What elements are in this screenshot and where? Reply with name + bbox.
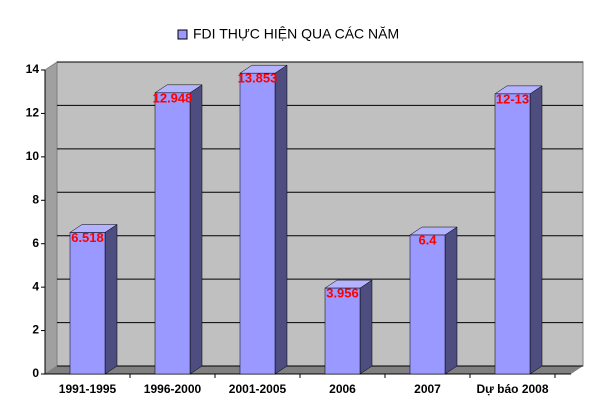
data-label: 6.4 bbox=[418, 232, 437, 247]
x-tick-label: 2001-2005 bbox=[229, 382, 287, 396]
x-tick-label: 1996-2000 bbox=[144, 382, 202, 396]
x-tick-label: 1991-1995 bbox=[59, 382, 117, 396]
bar bbox=[494, 93, 531, 375]
bar-side bbox=[274, 64, 288, 375]
y-tick-label: 10 bbox=[26, 149, 40, 163]
bar-side bbox=[359, 279, 373, 375]
bar bbox=[409, 234, 446, 375]
bar bbox=[154, 92, 191, 375]
y-tick-label: 0 bbox=[32, 366, 39, 380]
y-tick-label: 6 bbox=[32, 236, 39, 250]
x-tick-label: 2006 bbox=[329, 382, 356, 396]
side-wall bbox=[44, 61, 58, 375]
data-label: 3.956 bbox=[326, 286, 359, 301]
bar-side bbox=[529, 85, 543, 375]
data-label: 12-13 bbox=[496, 91, 529, 106]
y-tick-label: 2 bbox=[32, 323, 39, 337]
bar bbox=[69, 232, 106, 375]
y-tick-label: 8 bbox=[32, 192, 39, 206]
data-label: 12.948 bbox=[153, 90, 193, 105]
legend-swatch bbox=[177, 29, 188, 40]
bar bbox=[239, 72, 276, 375]
data-label: 13.853 bbox=[238, 71, 278, 86]
x-tick-label: 2007 bbox=[414, 382, 441, 396]
legend-label: FDI THỰC HIỆN QUA CÁC NĂM bbox=[193, 26, 399, 42]
x-tick-label: Dự báo 2008 bbox=[476, 382, 548, 396]
y-tick-label: 12 bbox=[26, 106, 40, 120]
bar-side bbox=[444, 226, 458, 375]
y-tick-label: 14 bbox=[26, 62, 40, 76]
data-label: 6.518 bbox=[71, 230, 104, 245]
y-tick-label: 4 bbox=[32, 279, 39, 293]
bar-side bbox=[189, 84, 203, 375]
bar-side bbox=[104, 223, 118, 375]
bar bbox=[324, 287, 361, 375]
